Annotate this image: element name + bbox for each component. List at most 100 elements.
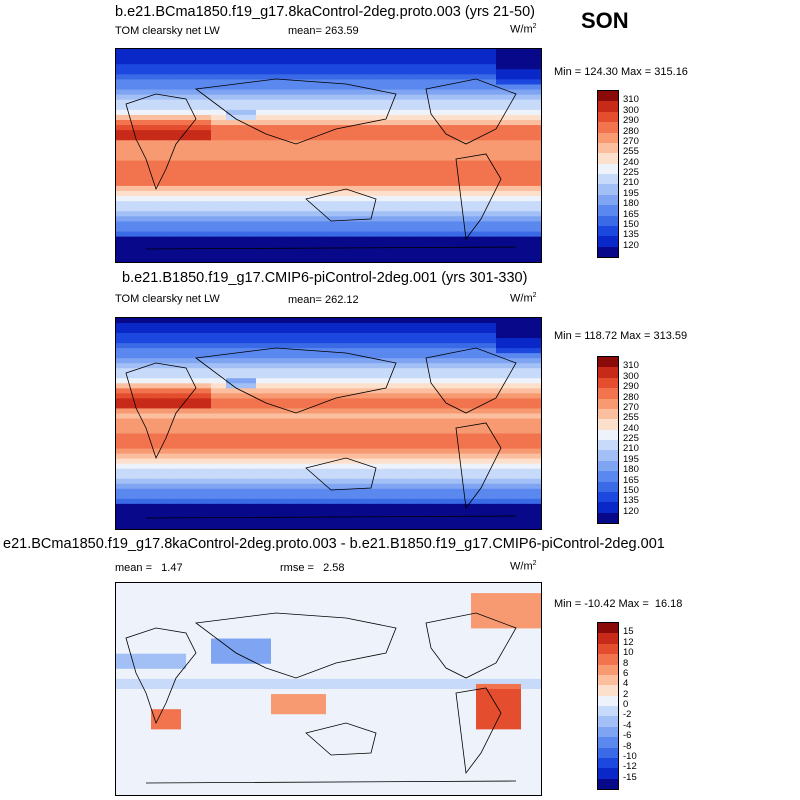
- field-cell: [521, 160, 527, 167]
- field-cell: [386, 54, 392, 60]
- field-cell: [316, 109, 322, 116]
- field-cell: [506, 155, 512, 162]
- field-cell: [461, 318, 467, 324]
- field-cell: [126, 323, 132, 329]
- field-cell: [306, 363, 312, 369]
- field-cell: [471, 246, 477, 253]
- field-cell: [136, 135, 142, 141]
- field-cell: [456, 206, 462, 212]
- field-cell: [431, 378, 437, 384]
- field-cell: [456, 94, 462, 101]
- field-cell: [396, 318, 402, 324]
- field-cell: [291, 175, 297, 182]
- field-cell: [116, 206, 122, 212]
- field-cell: [291, 114, 297, 121]
- field-cell: [181, 211, 187, 217]
- field-cell: [321, 170, 327, 177]
- field-cell: [286, 211, 292, 217]
- field-cell: [416, 54, 422, 60]
- field-cell: [141, 135, 147, 141]
- field-cell: [466, 211, 472, 217]
- field-cell: [411, 165, 417, 172]
- field-cell: [466, 246, 472, 253]
- field-cell: [336, 155, 342, 162]
- field-cell: [446, 226, 452, 233]
- field-cell: [411, 120, 417, 126]
- field-cell: [436, 160, 442, 167]
- field-cell: [166, 120, 172, 126]
- field-cell: [486, 104, 492, 111]
- field-cell: [506, 368, 512, 374]
- field-cell: [191, 69, 197, 75]
- field-cell: [426, 231, 432, 238]
- field-cell: [391, 49, 397, 55]
- field-cell: [486, 393, 492, 399]
- field-cell: [501, 109, 507, 116]
- field-cell: [536, 373, 541, 379]
- field-cell: [501, 79, 507, 86]
- field-cell: [526, 160, 532, 167]
- field-cell: [486, 79, 492, 86]
- field-cell: [446, 246, 452, 253]
- field-cell: [451, 201, 457, 207]
- field-cell: [116, 69, 122, 75]
- field-cell: [141, 59, 147, 65]
- field-cell: [326, 333, 332, 339]
- field-cell: [376, 368, 382, 374]
- field-cell: [526, 353, 532, 359]
- field-cell: [331, 64, 337, 70]
- field-cell: [151, 241, 157, 248]
- field-cell: [526, 236, 532, 243]
- field-cell: [281, 348, 287, 354]
- field-cell: [371, 84, 377, 91]
- field-cell: [436, 246, 442, 253]
- field-cell: [516, 125, 522, 131]
- field-cell: [301, 114, 307, 121]
- field-cell: [281, 69, 287, 75]
- field-cell: [241, 231, 247, 238]
- field-cell: [496, 241, 502, 248]
- field-cell: [251, 246, 257, 253]
- field-cell: [506, 125, 512, 131]
- field-cell: [411, 393, 417, 399]
- field-cell: [326, 120, 332, 126]
- field-cell: [386, 348, 392, 354]
- field-cell: [526, 226, 532, 233]
- field-cell: [296, 135, 302, 141]
- field-cell: [386, 165, 392, 172]
- field-cell: [346, 256, 352, 262]
- field-cell: [431, 140, 437, 146]
- field-cell: [191, 130, 197, 136]
- field-cell: [201, 109, 207, 116]
- field-cell: [536, 59, 541, 65]
- field-cell: [356, 109, 362, 116]
- field-cell: [436, 89, 442, 96]
- field-cell: [356, 120, 362, 126]
- field-cell: [161, 393, 167, 399]
- field-cell: [446, 125, 452, 131]
- field-cell: [356, 59, 362, 65]
- field-cell: [456, 201, 462, 207]
- field-cell: [301, 256, 307, 262]
- field-cell: [306, 216, 312, 223]
- field-cell: [356, 89, 362, 96]
- field-cell: [246, 175, 252, 182]
- field-cell: [181, 175, 187, 182]
- field-cell: [451, 114, 457, 121]
- field-cell: [391, 368, 397, 374]
- field-cell: [161, 109, 167, 116]
- field-cell: [501, 201, 507, 207]
- field-cell: [126, 378, 132, 384]
- field-cell: [536, 109, 541, 116]
- field-cell: [521, 165, 527, 172]
- field-cell: [326, 318, 332, 324]
- field-cell: [131, 338, 137, 344]
- field-cell: [241, 145, 247, 152]
- field-cell: [441, 333, 447, 339]
- field-cell: [516, 221, 522, 228]
- field-cell: [226, 165, 232, 172]
- field-cell: [311, 368, 317, 374]
- field-cell: [231, 84, 237, 91]
- field-cell: [476, 216, 482, 223]
- field-cell: [341, 175, 347, 182]
